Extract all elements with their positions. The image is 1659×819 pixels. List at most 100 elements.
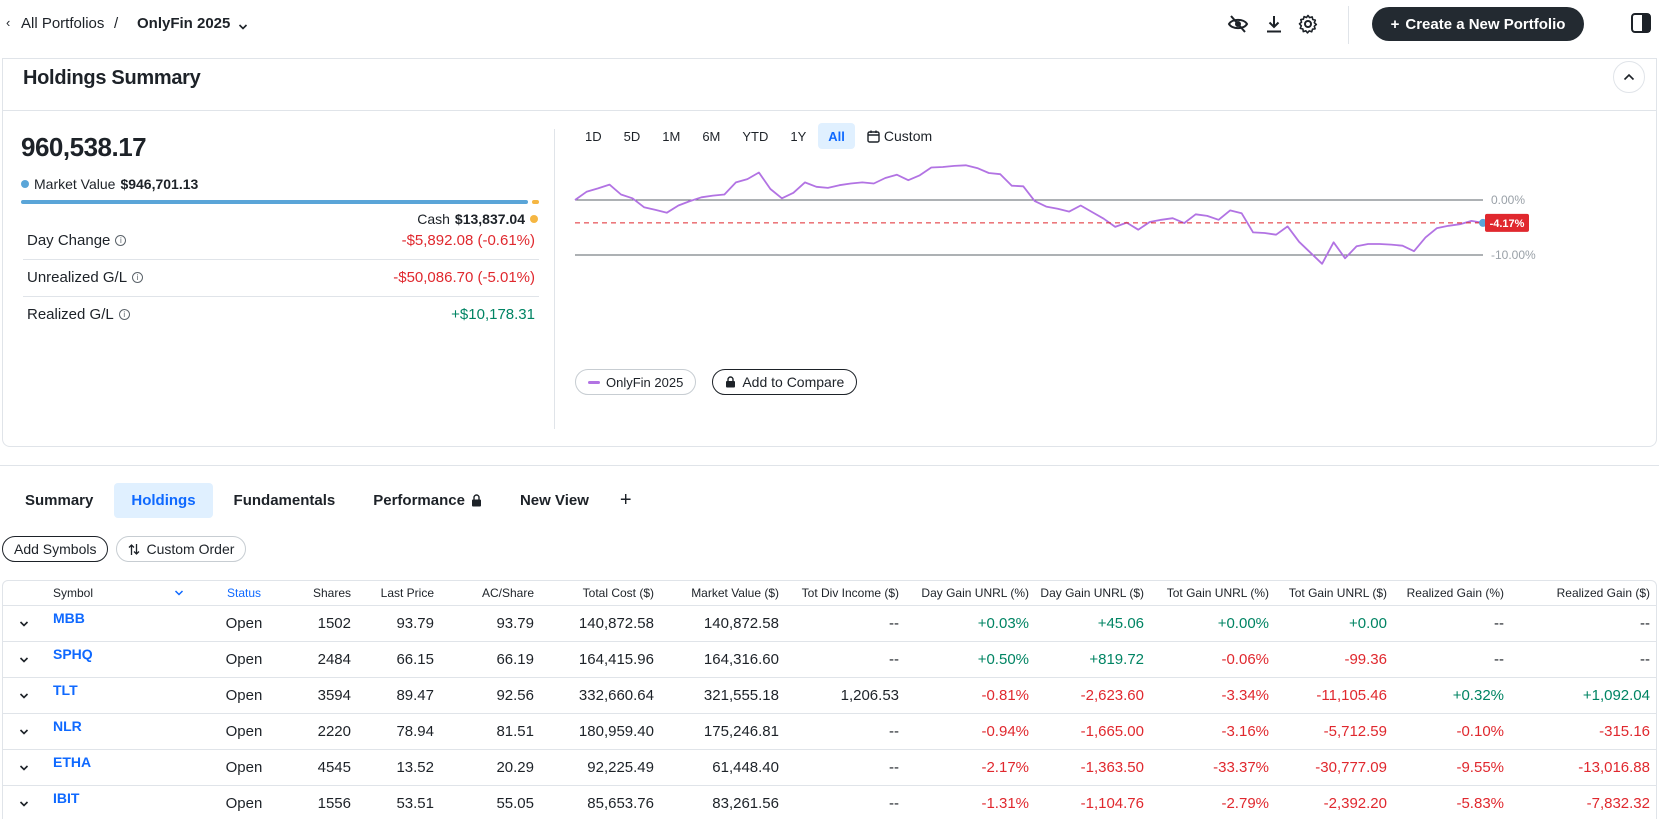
breadcrumb-all-portfolios[interactable]: All Portfolios bbox=[21, 15, 105, 32]
table-row[interactable]: SPHQ Open 2484 66.15 66.19 164,415.96 164,316.… bbox=[3, 640, 1656, 677]
create-portfolio-label: Create a New Portfolio bbox=[1405, 15, 1566, 33]
col-header-total-cost[interactable]: Total Cost ($) bbox=[582, 585, 654, 600]
col-header-last-price[interactable]: Last Price bbox=[380, 585, 434, 600]
range-tab-all[interactable]: All bbox=[818, 123, 855, 149]
col-header-tot-gain-pct[interactable]: Tot Gain UNRL (%) bbox=[1166, 585, 1269, 600]
portfolio-selector[interactable]: OnlyFin 2025 bbox=[137, 15, 231, 32]
custom-order-label: Custom Order bbox=[146, 541, 235, 557]
expand-row-icon[interactable] bbox=[3, 748, 53, 785]
range-tab-1y[interactable]: 1Y bbox=[790, 128, 807, 144]
tab-new-view[interactable]: New View bbox=[519, 492, 589, 509]
market-value-label: Market Value bbox=[34, 176, 116, 192]
cell-ac-share: 81.51 bbox=[442, 712, 542, 749]
range-tab-ytd[interactable]: YTD bbox=[742, 128, 769, 144]
custom-order-button[interactable]: Custom Order bbox=[116, 536, 247, 562]
table-row[interactable]: NLR Open 2220 78.94 81.51 180,959.40 175,246.8… bbox=[3, 712, 1656, 749]
cell-last-price: 53.51 bbox=[359, 784, 442, 819]
tab-performance[interactable]: Performance bbox=[356, 483, 499, 518]
expand-row-icon[interactable] bbox=[3, 784, 53, 819]
symbol-link[interactable]: NLR bbox=[53, 717, 82, 734]
collapse-button[interactable] bbox=[1613, 61, 1645, 93]
y-tick-label: -10.00% bbox=[1491, 248, 1536, 262]
tab-holdings[interactable]: Holdings bbox=[114, 483, 213, 518]
allocation-bar bbox=[21, 200, 539, 204]
info-icon[interactable]: i bbox=[115, 235, 127, 246]
status-cell: Open bbox=[213, 712, 283, 749]
side-panel-toggle-icon[interactable] bbox=[1630, 12, 1652, 34]
cell-market-value: 175,246.81 bbox=[662, 712, 787, 749]
market-value-amount: $946,701.13 bbox=[120, 176, 199, 192]
lock-icon bbox=[471, 494, 481, 507]
col-header-tot-div-income[interactable]: Tot Div Income ($) bbox=[801, 585, 899, 600]
tab-fundamentals[interactable]: Fundamentals bbox=[233, 492, 336, 509]
view-tabs: Summary Holdings Fundamentals Performanc… bbox=[8, 483, 642, 518]
expand-row-icon[interactable] bbox=[3, 604, 53, 641]
add-symbols-button[interactable]: Add Symbols bbox=[2, 536, 109, 562]
legend-chip-onlyfin-2025[interactable]: OnlyFin 2025 bbox=[575, 369, 697, 395]
create-portfolio-button[interactable]: + Create a New Portfolio bbox=[1372, 7, 1584, 41]
col-header-realized-gain-usd[interactable]: Realized Gain ($) bbox=[1556, 585, 1650, 600]
symbol-link[interactable]: ETHA bbox=[53, 753, 92, 770]
table-row[interactable]: IBIT Open 1556 53.51 55.05 85,653.76 83,261.56… bbox=[3, 784, 1656, 819]
chevron-up-icon bbox=[1623, 73, 1635, 81]
sort-chevron-icon[interactable] bbox=[153, 581, 213, 605]
table-row[interactable]: ETHA Open 4545 13.52 20.29 92,225.49 61,448.40… bbox=[3, 748, 1656, 785]
info-icon[interactable]: i bbox=[132, 272, 144, 283]
col-header-market-value[interactable]: Market Value ($) bbox=[691, 585, 779, 600]
performance-chart: 10.00%0.00%-10.00%-4.17%5121926916239162… bbox=[574, 164, 1536, 265]
chevron-down-icon[interactable] bbox=[238, 18, 248, 34]
expand-row-icon[interactable] bbox=[3, 640, 53, 677]
cell-div-income: -- bbox=[787, 604, 907, 641]
cash-label: Cash bbox=[417, 211, 450, 227]
range-tabs: 1D 5D 1M 6M YTD 1Y All Custom bbox=[575, 123, 942, 149]
status-cell: Open bbox=[213, 676, 283, 713]
tab-summary[interactable]: Summary bbox=[25, 492, 94, 509]
table-row[interactable]: MBB Open 1502 93.79 93.79 140,872.58 140,872.5… bbox=[3, 604, 1656, 641]
cell-day-gain-usd: -1,363.50 bbox=[1037, 748, 1152, 785]
cell-tot-gain-usd: -30,777.09 bbox=[1277, 748, 1395, 785]
cell-day-gain-usd: +45.06 bbox=[1037, 604, 1152, 641]
holdings-table-container: Symbol Status Shares Last Price AC/Share… bbox=[2, 580, 1657, 819]
lock-icon bbox=[726, 376, 736, 388]
cell-realized-gain-pct: -0.10% bbox=[1395, 712, 1512, 749]
col-header-day-gain-usd[interactable]: Day Gain UNRL ($) bbox=[1040, 585, 1144, 600]
stat-row-day-change: Day Change i -$5,892.08 (-0.61%) bbox=[23, 222, 539, 260]
allocation-cash-fill bbox=[532, 200, 539, 204]
col-header-realized-gain-pct[interactable]: Realized Gain (%) bbox=[1406, 585, 1504, 600]
range-tab-1m[interactable]: 1M bbox=[662, 128, 681, 144]
expand-row-icon[interactable] bbox=[3, 712, 53, 749]
range-tab-1d[interactable]: 1D bbox=[585, 128, 602, 144]
section-divider bbox=[0, 465, 1659, 466]
col-header-symbol[interactable]: Symbol bbox=[53, 585, 94, 600]
settings-gear-icon[interactable] bbox=[1296, 12, 1320, 36]
download-icon[interactable] bbox=[1262, 12, 1286, 36]
col-header-ac-share[interactable]: AC/Share bbox=[481, 585, 534, 600]
symbol-link[interactable]: SPHQ bbox=[53, 645, 93, 662]
col-header-shares[interactable]: Shares bbox=[312, 585, 351, 600]
info-icon[interactable]: i bbox=[118, 308, 130, 320]
add-view-icon[interactable]: + bbox=[619, 489, 632, 511]
symbol-link[interactable]: TLT bbox=[53, 681, 78, 698]
range-tab-custom[interactable]: Custom bbox=[857, 123, 942, 149]
back-chevron-icon[interactable]: ‹ bbox=[6, 15, 11, 30]
total-portfolio-value: 960,538.17 bbox=[21, 132, 147, 162]
cell-tot-gain-pct: -3.16% bbox=[1152, 712, 1277, 749]
add-to-compare-button[interactable]: Add to Compare bbox=[712, 369, 858, 395]
cell-tot-gain-pct: -33.37% bbox=[1152, 748, 1277, 785]
col-header-day-gain-pct[interactable]: Day Gain UNRL (%) bbox=[921, 585, 1029, 600]
cell-tot-gain-usd: -5,712.59 bbox=[1277, 712, 1395, 749]
range-tab-5d[interactable]: 5D bbox=[623, 128, 641, 144]
symbol-link[interactable]: IBIT bbox=[53, 789, 80, 806]
table-row[interactable]: TLT Open 3594 89.47 92.56 332,660.64 321,555.1… bbox=[3, 676, 1656, 713]
cell-realized-gain-usd: -- bbox=[1512, 604, 1656, 641]
cash-amount: $13,837.04 bbox=[454, 211, 525, 227]
status-cell: Open bbox=[213, 748, 283, 785]
symbol-link[interactable]: MBB bbox=[53, 609, 85, 626]
cell-shares: 2220 bbox=[283, 712, 359, 749]
cell-day-gain-pct: -2.17% bbox=[907, 748, 1037, 785]
range-tab-6m[interactable]: 6M bbox=[702, 128, 721, 144]
col-header-tot-gain-usd[interactable]: Tot Gain UNRL ($) bbox=[1288, 585, 1387, 600]
expand-row-icon[interactable] bbox=[3, 676, 53, 713]
hide-values-icon[interactable] bbox=[1226, 12, 1250, 36]
col-header-status[interactable]: Status bbox=[226, 585, 262, 600]
